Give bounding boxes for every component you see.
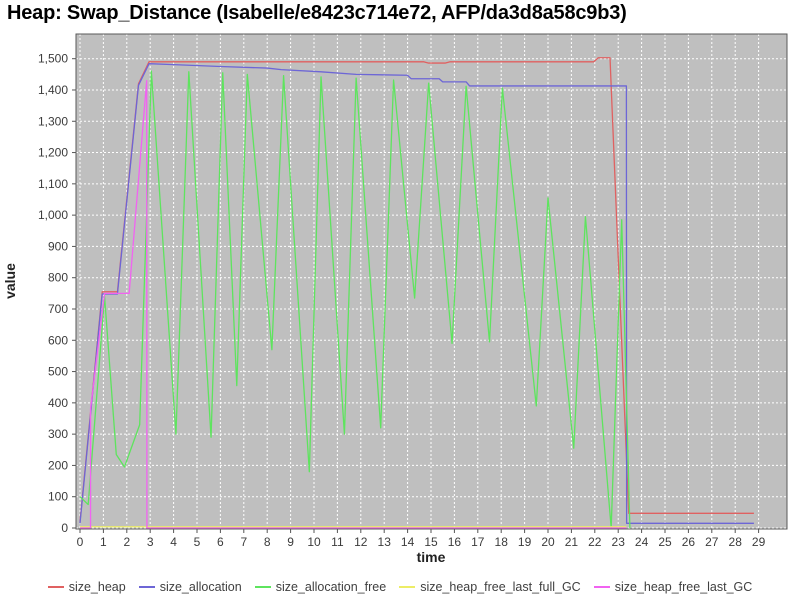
legend-marker-size_allocation_free [254,586,271,588]
chart-title: Heap: Swap_Distance (Isabelle/e8423c714e… [7,2,627,24]
x-tick-label: 24 [635,535,649,549]
x-tick-label: 22 [588,535,602,549]
y-tick-label: 400 [48,396,68,410]
tick-marks [72,58,760,533]
y-tick-label: 800 [48,271,68,285]
y-tick-label: 900 [48,239,68,253]
x-tick-label: 1 [100,535,107,549]
series-lines [79,57,754,529]
gridlines [76,34,787,529]
y-tick-label: 1,400 [38,83,68,97]
x-tick-label: 29 [752,535,766,549]
x-tick-label: 12 [354,535,368,549]
x-tick-label: 21 [565,535,579,549]
x-tick-label: 25 [658,535,672,549]
y-tick-label: 1,100 [38,177,68,191]
x-tick-label: 14 [401,535,415,549]
legend-label: size_heap [68,580,126,594]
x-tick-label: 10 [307,535,321,549]
y-tick-label: 600 [48,333,68,347]
legend-label: size_allocation [159,580,242,594]
y-tick-label: 500 [48,365,68,379]
y-tick-label: 1,300 [38,114,68,128]
y-tick-label: 1,200 [38,146,68,160]
x-tick-label: 4 [170,535,177,549]
series-size_heap_free_last_GC-line [80,79,627,529]
x-tick-label: 0 [77,535,84,549]
y-axis-title: value [2,263,18,299]
tick-labels: 0 1 2 3 4 5 6 7 8 9 10 11 12 13 14 15 16 17 18 19 20 21 22 23 24… [38,52,766,549]
x-tick-label: 5 [194,535,201,549]
x-tick-label: 27 [705,535,719,549]
legend-marker-size_heap_free_last_full_GC [399,586,416,588]
y-tick-label: 300 [48,427,68,441]
x-tick-label: 7 [240,535,247,549]
y-tick-label: 700 [48,302,68,316]
legend-label: size_heap_free_last_full_GC [420,580,581,594]
legend-item-size_allocation_free: size_allocation_free [254,580,387,594]
legend: size_heap size_allocation size_allocation_… [0,577,800,597]
legend-item-size_heap_free_last_GC: size_heap_free_last_GC [593,580,753,594]
legend-label: size_heap_free_last_GC [614,580,753,594]
x-tick-label: 2 [123,535,130,549]
x-tick-label: 19 [518,535,532,549]
x-tick-label: 18 [495,535,509,549]
x-tick-label: 6 [217,535,224,549]
legend-item-size_heap_free_last_full_GC: size_heap_free_last_full_GC [399,580,581,594]
x-tick-label: 11 [331,535,344,549]
x-tick-label: 13 [378,535,392,549]
x-tick-label: 3 [147,535,154,549]
x-tick-label: 9 [287,535,294,549]
x-tick-label: 23 [612,535,626,549]
y-tick-label: 0 [61,521,68,535]
legend-item-size_allocation: size_allocation [138,580,242,594]
y-tick-label: 1,500 [38,52,68,66]
x-tick-label: 17 [471,535,485,549]
legend-marker-size_allocation [138,586,155,588]
legend-item-size_heap: size_heap [47,580,126,594]
x-tick-label: 16 [448,535,462,549]
legend-label: size_allocation_free [275,580,387,594]
y-tick-label: 200 [48,458,68,472]
series-size_allocation-line [79,63,754,524]
plot-area: 0 1 2 3 4 5 6 7 8 9 10 11 12 13 14 15 16 17 18 19 20 21 22 23 24… [2,33,788,565]
x-tick-label: 26 [682,535,696,549]
legend-marker-size_heap_free_last_GC [593,586,610,588]
x-tick-label: 15 [424,535,438,549]
y-tick-label: 100 [48,490,68,504]
x-tick-label: 8 [264,535,271,549]
x-axis-title: time [417,549,446,565]
plot-border [75,33,788,530]
plot-graphics: 0 1 2 3 4 5 6 7 8 9 10 11 12 13 14 15 16 17 18 19 20 21 22 23 24… [38,33,788,549]
legend-marker-size_heap [47,586,64,588]
series-size_allocation_free-line [79,70,631,529]
x-tick-label: 28 [729,535,743,549]
x-tick-label: 20 [541,535,555,549]
y-tick-label: 1,000 [38,208,68,222]
